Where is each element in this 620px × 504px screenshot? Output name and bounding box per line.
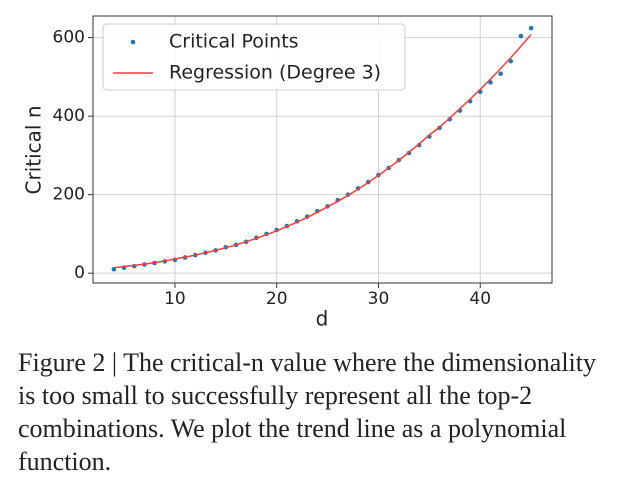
x-tick-label: 40: [469, 289, 491, 309]
x-tick-label: 10: [164, 289, 186, 309]
data-point: [528, 25, 534, 31]
y-tick-label: 600: [53, 28, 85, 48]
data-point: [498, 71, 503, 77]
plot-frame: [92, 15, 553, 284]
x-tick-label: 30: [368, 289, 390, 309]
regression-line: [113, 33, 532, 269]
data-point: [508, 58, 514, 64]
y-tick-label: 0: [74, 263, 85, 283]
figure-caption: Figure 2 | The critical-n value where th…: [18, 348, 596, 476]
y-tick-label: 200: [53, 185, 85, 205]
x-axis-label: d: [316, 307, 329, 331]
legend-marker: [130, 39, 136, 45]
data-point: [518, 33, 524, 39]
x-tick-label: 20: [266, 289, 288, 309]
legend-label: Critical Points: [169, 31, 299, 53]
y-axis-label: Critical n: [22, 106, 46, 195]
legend-label: Regression (Degree 3): [169, 62, 381, 84]
y-tick-label: 400: [53, 106, 85, 126]
legend-box: [102, 23, 406, 91]
